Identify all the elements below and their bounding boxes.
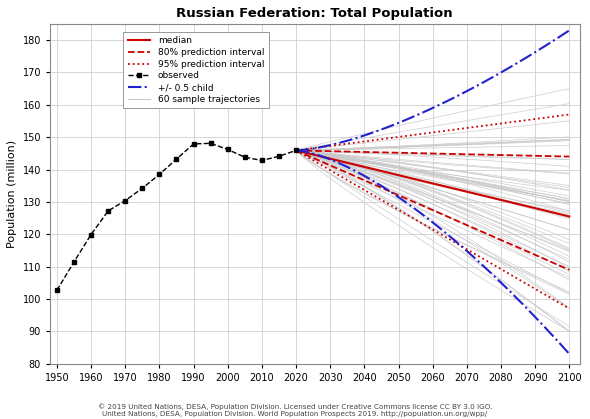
Text: © 2019 United Nations, DESA, Population Division. Licensed under Creative Common: © 2019 United Nations, DESA, Population … [98,403,492,417]
Y-axis label: Population (million): Population (million) [7,140,17,248]
Title: Russian Federation: Total Population: Russian Federation: Total Population [176,7,453,20]
Legend: median, 80% prediction interval, 95% prediction interval, observed, +/- 0.5 chil: median, 80% prediction interval, 95% pre… [123,32,268,109]
